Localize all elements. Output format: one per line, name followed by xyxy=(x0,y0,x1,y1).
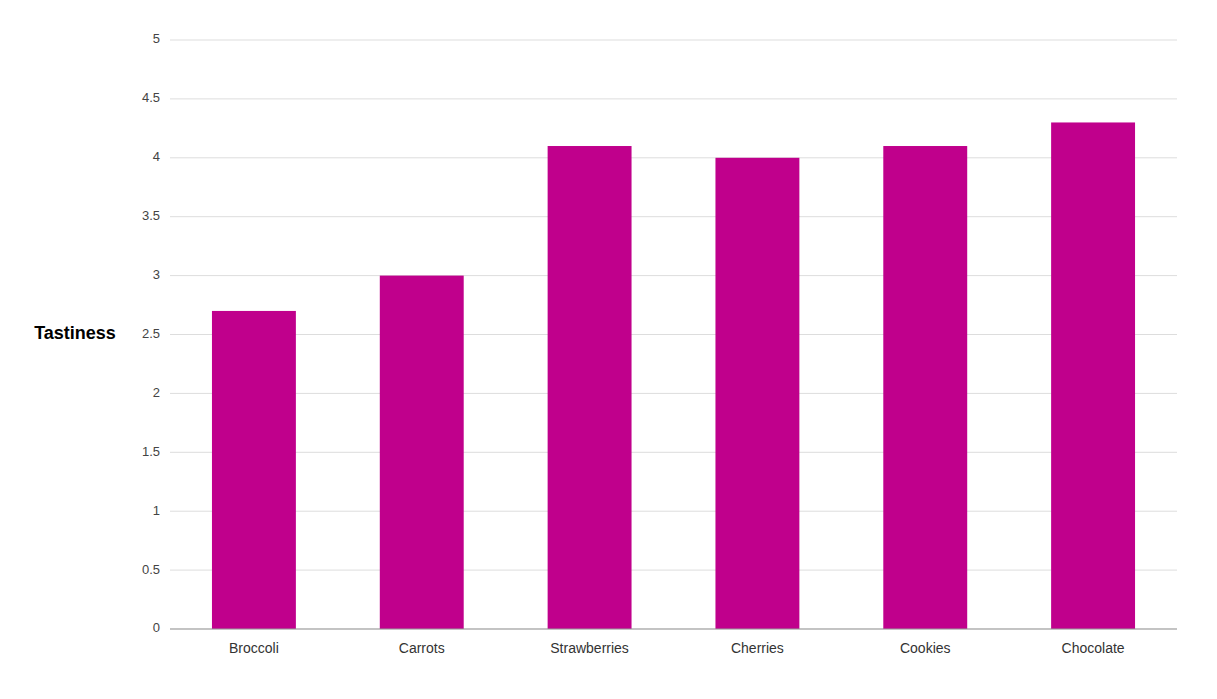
x-tick-label: Carrots xyxy=(399,640,445,656)
grid-line xyxy=(170,275,1177,276)
grid-line xyxy=(170,157,1177,158)
chart-container: 0 0.5 1 1.5 2 2.5 3 3.5 4 4.5 5 Broccoli Carrots Stra… xyxy=(0,0,1217,699)
grid-line xyxy=(170,452,1177,453)
y-axis: 0 0.5 1 1.5 2 2.5 3 3.5 4 4.5 5 xyxy=(142,31,160,635)
y-tick-label: 2 xyxy=(153,385,160,400)
grid xyxy=(170,40,1177,629)
x-tick-label: Cookies xyxy=(900,640,951,656)
grid-line xyxy=(170,334,1177,335)
bar xyxy=(212,311,296,629)
y-tick-label: 0.5 xyxy=(142,562,160,577)
x-tick-label: Strawberries xyxy=(550,640,629,656)
y-tick-label: 3 xyxy=(153,267,160,282)
y-tick-label: 3.5 xyxy=(142,208,160,223)
grid-line xyxy=(170,40,1177,41)
grid-line xyxy=(170,511,1177,512)
x-axis: Broccoli Carrots Strawberries Cherries Cooki… xyxy=(229,640,1125,656)
grid-line xyxy=(170,216,1177,217)
bar xyxy=(715,158,799,629)
chart-svg: 0 0.5 1 1.5 2 2.5 3 3.5 4 4.5 5 Broccoli Carrots Stra… xyxy=(0,0,1217,699)
grid-line xyxy=(170,629,1177,630)
x-axis-line xyxy=(170,629,1177,630)
x-tick-label: Broccoli xyxy=(229,640,279,656)
x-tick-label: Chocolate xyxy=(1062,640,1125,656)
y-tick-label: 4 xyxy=(153,149,160,164)
x-tick-label: Cherries xyxy=(731,640,784,656)
y-tick-label: 5 xyxy=(153,31,160,46)
bar xyxy=(1051,122,1135,629)
bars xyxy=(212,122,1135,629)
bar xyxy=(548,146,632,629)
y-axis-label: Tastiness xyxy=(34,323,116,343)
grid-line xyxy=(170,393,1177,394)
y-tick-label: 2.5 xyxy=(142,326,160,341)
bar xyxy=(883,146,967,629)
y-tick-label: 4.5 xyxy=(142,90,160,105)
y-tick-label: 1 xyxy=(153,503,160,518)
y-tick-label: 1.5 xyxy=(142,444,160,459)
y-tick-label: 0 xyxy=(153,620,160,635)
grid-line xyxy=(170,570,1177,571)
grid-line xyxy=(170,98,1177,99)
bar xyxy=(380,276,464,629)
